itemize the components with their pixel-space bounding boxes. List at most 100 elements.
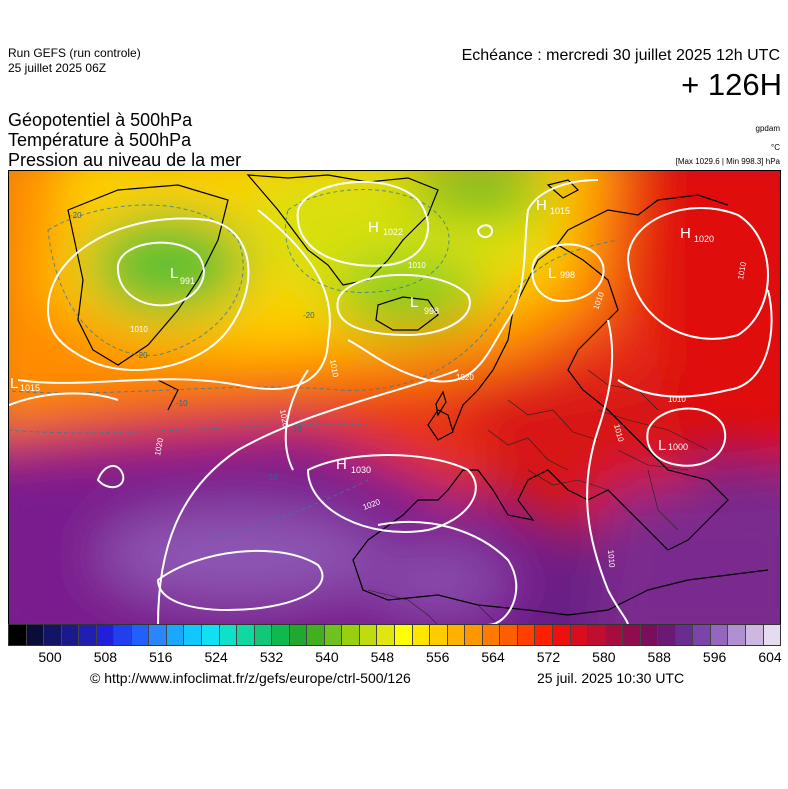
colorbar-swatch xyxy=(500,625,518,645)
colorbar-tick-label: 596 xyxy=(702,649,727,665)
unit-geopotential: gpdam xyxy=(755,124,780,133)
colorbar-swatch xyxy=(342,625,360,645)
isobar-label: 1010 xyxy=(606,549,617,568)
unit-temperature: °C xyxy=(771,143,780,152)
temperature-label: -10 xyxy=(176,399,188,408)
colorbar-tick-label: 564 xyxy=(481,649,505,665)
colorbar-swatch xyxy=(395,625,413,645)
colorbar-tick-label: 508 xyxy=(93,649,118,665)
colorbar-swatch xyxy=(9,625,27,645)
weather-map: L 991 H 1022 L 998 H 1015 L 998 H 1020 H… xyxy=(8,170,781,625)
pressure-system-marker: L xyxy=(10,375,18,392)
pressure-system-value: 1000 xyxy=(668,442,688,452)
colorbar-swatch xyxy=(763,625,781,645)
run-date: 25 juillet 2025 06Z xyxy=(8,61,107,75)
pressure-system-value: 1015 xyxy=(20,383,40,393)
colorbar-swatch xyxy=(44,625,62,645)
colorbar-swatch xyxy=(307,625,325,645)
colorbar-ticks: 500 508 516 524 532 540 548 556 564 572 580 588 596 6… xyxy=(8,649,781,667)
colorbar-tick-label: 588 xyxy=(647,649,671,665)
colorbar xyxy=(8,624,781,646)
isobar-label: 1020 xyxy=(278,409,290,429)
colorbar-swatch xyxy=(272,625,290,645)
isobar-label: 1010 xyxy=(408,261,426,270)
isobar-label: 1010 xyxy=(328,359,340,379)
temperature-isotherms xyxy=(8,189,619,541)
colorbar-tick-label: 500 xyxy=(38,649,62,665)
temperature-label: -20 xyxy=(70,211,82,220)
colorbar-swatch xyxy=(658,625,676,645)
pressure-system-marker: H xyxy=(336,456,347,473)
colorbar-swatch xyxy=(623,625,641,645)
colorbar-swatch xyxy=(745,625,764,645)
pressure-system-marker: L xyxy=(410,294,418,311)
isobar-label: 1020 xyxy=(456,373,474,382)
colorbar-tick-label: 524 xyxy=(204,649,228,665)
colorbar-swatch xyxy=(289,625,308,645)
pressure-system-value: 998 xyxy=(560,270,575,280)
valid-time: Echéance : mercredi 30 juillet 2025 12h … xyxy=(461,47,780,64)
field-label-temperature: Température à 500hPa xyxy=(8,130,192,150)
colorbar-swatch xyxy=(324,625,343,645)
colorbar-swatch xyxy=(570,625,589,645)
colorbar-swatch xyxy=(359,625,378,645)
pressure-system-value: 991 xyxy=(180,276,195,286)
pressure-system-value: 1015 xyxy=(550,206,570,216)
pressure-system-marker: L xyxy=(548,265,556,282)
colorbar-swatch xyxy=(640,625,659,645)
isobar-label: 1010 xyxy=(130,325,148,334)
issued-time: 25 juil. 2025 10:30 UTC xyxy=(537,670,685,686)
isobar-label: 1010 xyxy=(668,395,686,404)
pressure-system-markers: L 991 H 1022 L 998 H 1015 L 998 H 1020 H… xyxy=(10,197,714,475)
colorbar-tick-label: 556 xyxy=(426,649,450,665)
pressure-system-marker: H xyxy=(368,219,379,236)
colorbar-swatch xyxy=(517,625,536,645)
colorbar-swatch xyxy=(482,625,501,645)
colorbar-swatch xyxy=(254,625,273,645)
colorbar-swatch xyxy=(166,625,185,645)
unit-pressure: [Max 1029.6 | Min 998.3] hPa xyxy=(675,157,780,166)
temperature-label: -10 xyxy=(290,425,302,434)
colorbar-swatch xyxy=(61,625,80,645)
colorbar-swatch xyxy=(552,625,571,645)
pressure-system-value: 1030 xyxy=(351,465,371,475)
colorbar-swatch xyxy=(377,625,396,645)
colorbar-swatch xyxy=(412,625,431,645)
pressure-system-value: 1020 xyxy=(694,234,714,244)
colorbar-swatch xyxy=(26,625,45,645)
temperature-labels: -20 -20 -20 -10 -10 -10 xyxy=(70,211,315,482)
temperature-label: -10 xyxy=(266,473,278,482)
colorbar-tick-label: 516 xyxy=(149,649,173,665)
field-label-pressure: Pression au niveau de la mer xyxy=(8,150,242,170)
colorbar-swatch xyxy=(79,625,97,645)
geopotential-field xyxy=(8,170,781,625)
pressure-system-value: 1022 xyxy=(383,227,403,237)
colorbar-swatch xyxy=(447,625,466,645)
field-label-geopotential: Géopotentiel à 500hPa xyxy=(8,110,193,130)
colorbar-swatch xyxy=(430,625,448,645)
colorbar-swatch xyxy=(535,625,553,645)
pressure-system-marker: L xyxy=(658,437,666,454)
colorbar-tick-label: 604 xyxy=(758,649,782,665)
colorbar-swatch xyxy=(710,625,729,645)
colorbar-tick-label: 548 xyxy=(370,649,394,665)
colorbar-swatch xyxy=(114,625,132,645)
pressure-system-marker: H xyxy=(680,225,691,242)
colorbar-tick-label: 580 xyxy=(592,649,616,665)
isobar-labels: 1010 1010 1010 1010 1020 1020 1020 1020 … xyxy=(130,261,748,569)
colorbar-swatch xyxy=(675,625,694,645)
isobars xyxy=(8,179,773,625)
colorbar-swatch xyxy=(149,625,167,645)
colorbar-swatch xyxy=(219,625,238,645)
colorbar-tick-label: 540 xyxy=(315,649,339,665)
run-title: Run GEFS (run controle) xyxy=(8,46,141,60)
pressure-system-marker: L xyxy=(170,265,178,282)
colorbar-swatch xyxy=(131,625,150,645)
colorbar-swatch xyxy=(96,625,115,645)
colorbar-tick-label: 572 xyxy=(536,649,561,665)
lead-time: + 126H xyxy=(681,67,782,102)
colorbar-swatch xyxy=(693,625,711,645)
colorbar-tick-label: 532 xyxy=(259,649,284,665)
colorbar-swatch xyxy=(237,625,255,645)
pressure-system-marker: H xyxy=(536,197,547,214)
